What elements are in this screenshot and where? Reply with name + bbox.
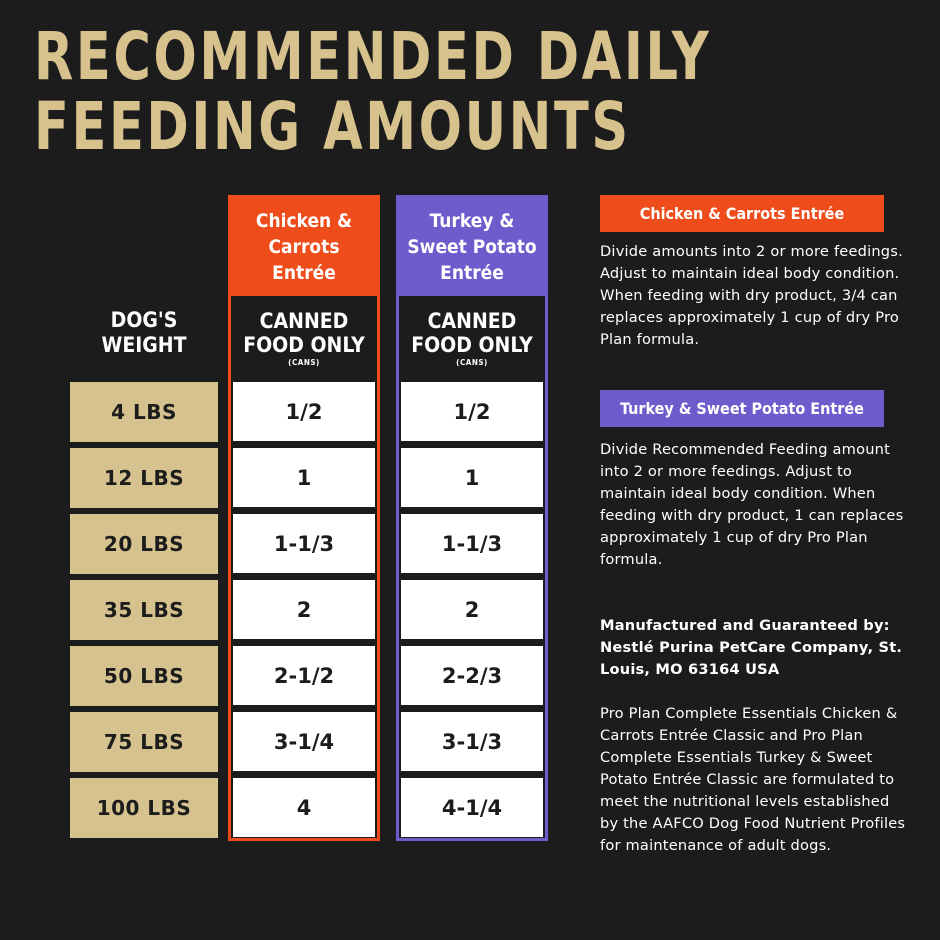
weight-header-line-2: WEIGHT	[101, 333, 187, 357]
column-name-line: Chicken &	[255, 210, 353, 232]
subheader-line: CANNED	[427, 309, 517, 333]
title-line-2: FEEDING AMOUNTS	[34, 88, 631, 165]
chicken-column-header: Chicken & Carrots Entrée	[231, 198, 377, 296]
weight-cell: 75 LBS	[70, 712, 218, 772]
chicken-amount-cell: 2-1/2	[233, 646, 375, 705]
chicken-amount-cell: 3-1/4	[233, 712, 375, 771]
subheader-line: CANNED	[259, 309, 349, 333]
weight-cell: 4 LBS	[70, 382, 218, 442]
weight-cell: 50 LBS	[70, 646, 218, 706]
chicken-carrots-column: Chicken & Carrots Entrée CANNED FOOD ONL…	[228, 195, 380, 841]
column-name-line: Entrée	[272, 262, 336, 284]
chicken-amount-cell: 1-1/3	[233, 514, 375, 573]
chicken-column-subheader: CANNED FOOD ONLY (CANS)	[231, 296, 377, 382]
chicken-amount-cell: 1	[233, 448, 375, 507]
aafco-statement: Pro Plan Complete Essentials Chicken & C…	[600, 705, 906, 854]
page-title: RECOMMENDED DAILY FEEDING AMOUNTS	[34, 22, 711, 162]
weight-cell: 35 LBS	[70, 580, 218, 640]
turkey-badge: Turkey & Sweet Potato Entrée	[600, 390, 884, 427]
weight-header-line-1: DOG'S	[110, 308, 178, 332]
turkey-column-subheader: CANNED FOOD ONLY (CANS)	[399, 296, 545, 382]
column-name-line: Sweet Potato	[407, 236, 537, 258]
turkey-amount-cell: 1-1/3	[401, 514, 543, 573]
column-name-line: Entrée	[440, 262, 504, 284]
chicken-amount-cell: 2	[233, 580, 375, 639]
chicken-badge: Chicken & Carrots Entrée	[600, 195, 884, 232]
subheader-line: FOOD ONLY	[243, 333, 365, 357]
subheader-unit: (CANS)	[288, 358, 320, 367]
turkey-amount-cell: 2-2/3	[401, 646, 543, 705]
turkey-amount-cell: 2	[401, 580, 543, 639]
dogs-weight-header: DOG'S WEIGHT	[70, 308, 218, 358]
chicken-amount-cell: 1/2	[233, 382, 375, 441]
manufacturer-note: Manufactured and Guaranteed by: Nestlé P…	[600, 617, 903, 678]
turkey-amount-cell: 3-1/3	[401, 712, 543, 771]
weight-cell: 100 LBS	[70, 778, 218, 838]
turkey-sweet-potato-column: Turkey & Sweet Potato Entrée CANNED FOOD…	[396, 195, 548, 841]
turkey-amount-cell: 4-1/4	[401, 778, 543, 837]
weight-cell: 20 LBS	[70, 514, 218, 574]
weight-cell: 12 LBS	[70, 448, 218, 508]
turkey-column-header: Turkey & Sweet Potato Entrée	[399, 198, 545, 296]
column-name-line: Turkey &	[429, 210, 515, 232]
turkey-feeding-note: Divide Recommended Feeding amount into 2…	[600, 441, 904, 568]
turkey-amount-cell: 1/2	[401, 382, 543, 441]
chicken-feeding-note: Divide amounts into 2 or more feedings. …	[600, 243, 903, 348]
subheader-line: FOOD ONLY	[411, 333, 533, 357]
column-name-line: Carrots	[268, 236, 340, 258]
title-line-1: RECOMMENDED DAILY	[34, 18, 712, 95]
chicken-amount-cell: 4	[233, 778, 375, 837]
turkey-amount-cell: 1	[401, 448, 543, 507]
subheader-unit: (CANS)	[456, 358, 488, 367]
